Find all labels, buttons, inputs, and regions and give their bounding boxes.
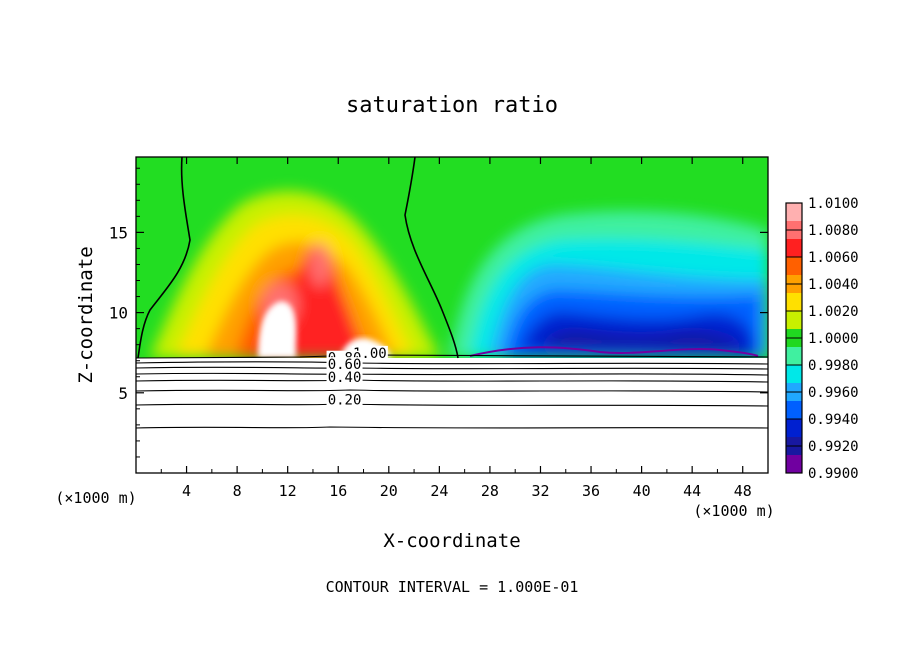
colorbar-swatch <box>786 347 802 366</box>
colorbar-swatch <box>786 293 802 312</box>
contour-labels: 1.000.800.600.400.20 <box>326 345 388 408</box>
x-unit-left: (×1000 m) <box>55 489 136 507</box>
colorbar-label: 0.9980 <box>808 358 859 374</box>
colorbar-label: 1.0040 <box>808 277 859 293</box>
x-tick-label: 24 <box>430 482 448 500</box>
x-unit-right: (×1000 m) <box>693 502 774 520</box>
colorbar-label: 1.0100 <box>808 196 859 212</box>
colorbar-label: 0.9920 <box>808 439 859 455</box>
colorbar-label: 1.0080 <box>808 223 859 239</box>
colorbar-swatch <box>786 203 802 222</box>
plot-frame <box>135 156 769 474</box>
x-axis-label: X-coordinate <box>383 530 520 552</box>
colorbar-label: 0.9960 <box>808 385 859 401</box>
y-axis-ticks: 5 10 15 <box>109 167 768 458</box>
colorbar-swatch <box>786 401 802 420</box>
colorbar-label: 0.9900 <box>808 466 859 482</box>
colorbar-swatch <box>786 311 802 330</box>
colorbar: 1.0100 1.0080 1.0060 1.0040 1.0020 1.0000 0.99… <box>785 196 859 482</box>
x-tick-label: 48 <box>734 482 752 500</box>
colorbar-label: 1.0060 <box>808 250 859 266</box>
contour-label: 0.20 <box>328 392 362 408</box>
colorbar-swatch <box>786 365 802 384</box>
contour-interval-note: CONTOUR INTERVAL = 1.000E-01 <box>326 578 579 596</box>
chart-title: saturation ratio <box>346 93 558 118</box>
x-tick-label: 28 <box>481 482 499 500</box>
contour-line-1-east <box>404 157 459 359</box>
colorbar-label: 0.9940 <box>808 412 859 428</box>
contour-line-1-west <box>137 157 191 359</box>
colorbar-label: 1.0000 <box>808 331 859 347</box>
x-tick-label: 32 <box>531 482 549 500</box>
lower-contours <box>136 354 768 429</box>
y-axis-label: Z-coordinate <box>75 246 97 383</box>
colorbar-swatch <box>786 257 802 276</box>
x-tick-label: 16 <box>329 482 347 500</box>
x-tick-label: 40 <box>633 482 651 500</box>
x-tick-label: 44 <box>683 482 701 500</box>
plot-field <box>136 157 768 473</box>
x-tick-label: 8 <box>233 482 242 500</box>
x-tick-label: 20 <box>380 482 398 500</box>
colorbar-swatch <box>786 239 802 258</box>
y-tick-label: 10 <box>109 304 128 323</box>
lower-domain <box>136 358 768 473</box>
x-tick-label: 4 <box>182 482 191 500</box>
contour-label-bg <box>326 357 363 371</box>
contour-label-bg <box>326 392 363 406</box>
x-tick-label: 12 <box>279 482 297 500</box>
contour-label-bg <box>326 369 363 383</box>
contour-label: 0.40 <box>328 370 362 386</box>
colorbar-swatch <box>786 419 802 438</box>
contour-label: 0.60 <box>328 357 362 373</box>
x-axis-ticks: 4 8 12 16 20 24 28 32 36 40 44 48 <box>160 157 752 500</box>
y-tick-label: 5 <box>118 384 128 403</box>
colorbar-swatch <box>786 455 802 474</box>
core-white-west <box>258 301 297 358</box>
colorbar-label: 1.0020 <box>808 304 859 320</box>
east-base-edge <box>469 346 759 357</box>
y-tick-label: 15 <box>109 223 128 242</box>
x-tick-label: 36 <box>582 482 600 500</box>
